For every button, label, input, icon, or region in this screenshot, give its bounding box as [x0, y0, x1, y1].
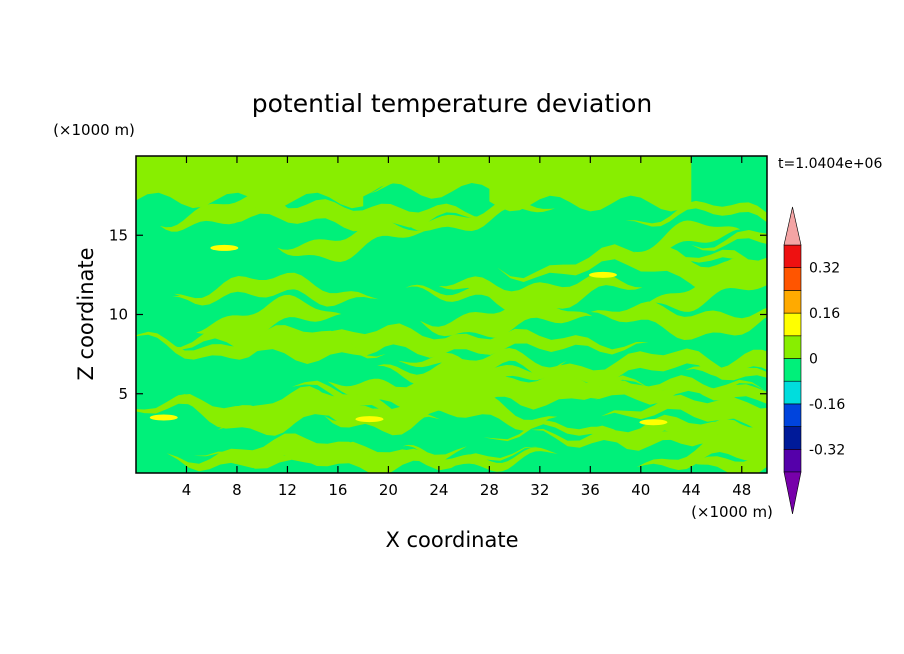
colorbar-tick-label: 0.32	[809, 261, 840, 277]
x-tick-label: 32	[530, 481, 549, 499]
y-unit-label: (×1000 m)	[53, 121, 135, 139]
colorbar-segment	[783, 335, 802, 359]
positive-deviation-region	[169, 323, 492, 364]
positive-deviation-region	[308, 328, 649, 358]
positive-deviation-region	[292, 367, 648, 410]
colorbar-segment	[783, 358, 802, 382]
positive-deviation-region	[636, 434, 767, 470]
positive-deviation-region	[594, 375, 767, 404]
positive-deviation-region	[398, 352, 567, 383]
positive-deviation-region	[159, 390, 390, 436]
colorbar: 0.32 0.16 0 -0.16 -0.32	[783, 206, 845, 515]
positive-deviation-region	[438, 272, 643, 313]
x-tick-label: 44	[682, 481, 701, 499]
x-tick-label: 40	[631, 481, 650, 499]
colorbar-segment	[783, 244, 802, 269]
positive-deviation-region	[691, 230, 767, 251]
positive-deviation-region	[601, 394, 767, 432]
colorbar-segment	[783, 448, 802, 473]
positive-deviation-region	[420, 295, 593, 338]
positive-deviation-region	[685, 349, 767, 378]
colorbar-tick-label: -0.32	[809, 442, 845, 458]
colorbar-tick-label: 0	[809, 352, 818, 368]
strong-positive-spot	[149, 414, 178, 421]
colorbar-under-arrow	[783, 471, 802, 515]
positive-deviation-region	[277, 218, 425, 262]
colorbar-segment	[783, 312, 802, 337]
x-axis: 4 8 12 16 20 24 28 32 36 40 44 48	[182, 156, 751, 499]
colorbar-segment	[783, 403, 802, 427]
contour-field	[136, 156, 767, 473]
positive-deviation-region	[136, 325, 386, 360]
positive-deviation-region	[531, 414, 767, 452]
x-tick-label: 12	[278, 481, 297, 499]
colorbar-over-arrow	[783, 206, 802, 246]
x-tick-label: 20	[379, 481, 398, 499]
x-tick-label: 36	[581, 481, 600, 499]
y-axis: 5 10 15	[109, 226, 767, 403]
positive-deviation-region	[159, 191, 322, 232]
y-tick-label: 15	[109, 226, 128, 244]
x-tick-label: 28	[480, 481, 499, 499]
strong-positive-spot	[355, 416, 384, 423]
positive-deviation-region	[663, 249, 767, 281]
x-tick-label: 16	[328, 481, 347, 499]
positive-deviation-region	[647, 265, 767, 312]
chart-title: potential temperature deviation	[252, 89, 652, 118]
positive-deviation-region	[489, 156, 692, 212]
x-tick-label: 48	[732, 481, 751, 499]
positive-deviation-region	[172, 276, 379, 307]
colorbar-segment	[783, 290, 802, 314]
colorbar-tick-label: -0.16	[809, 397, 845, 413]
time-label: t=1.0404e+06	[778, 156, 882, 172]
strong-positive-spot	[588, 271, 617, 278]
x-tick-label: 4	[182, 481, 192, 499]
positive-deviation-region	[166, 433, 467, 473]
y-tick-label: 10	[109, 306, 128, 324]
positive-deviation-region	[483, 418, 767, 451]
positive-deviation-region	[222, 199, 484, 232]
plot-area	[135, 155, 768, 474]
strong-positive-spot	[639, 419, 668, 426]
positive-deviation-region	[136, 156, 364, 209]
x-unit-label: (×1000 m)	[691, 503, 773, 521]
y-tick-label: 5	[118, 385, 128, 403]
colorbar-tick-label: 0.16	[809, 306, 840, 322]
positive-deviation-region	[625, 200, 767, 227]
positive-deviation-region	[681, 445, 767, 473]
x-tick-label: 8	[232, 481, 242, 499]
y-axis-title: Z coordinate	[74, 247, 98, 380]
x-tick-label: 24	[429, 481, 448, 499]
colorbar-segment	[783, 380, 802, 405]
positive-deviation-region	[590, 301, 767, 340]
positive-deviation-region	[196, 294, 342, 338]
positive-deviation-region	[217, 386, 476, 436]
colorbar-segment	[783, 267, 802, 291]
strong-positive-spot	[210, 244, 239, 251]
colorbar-segment	[783, 426, 802, 450]
positive-deviation-region	[579, 420, 767, 447]
x-axis-title: X coordinate	[385, 528, 518, 552]
positive-deviation-region	[193, 441, 538, 471]
